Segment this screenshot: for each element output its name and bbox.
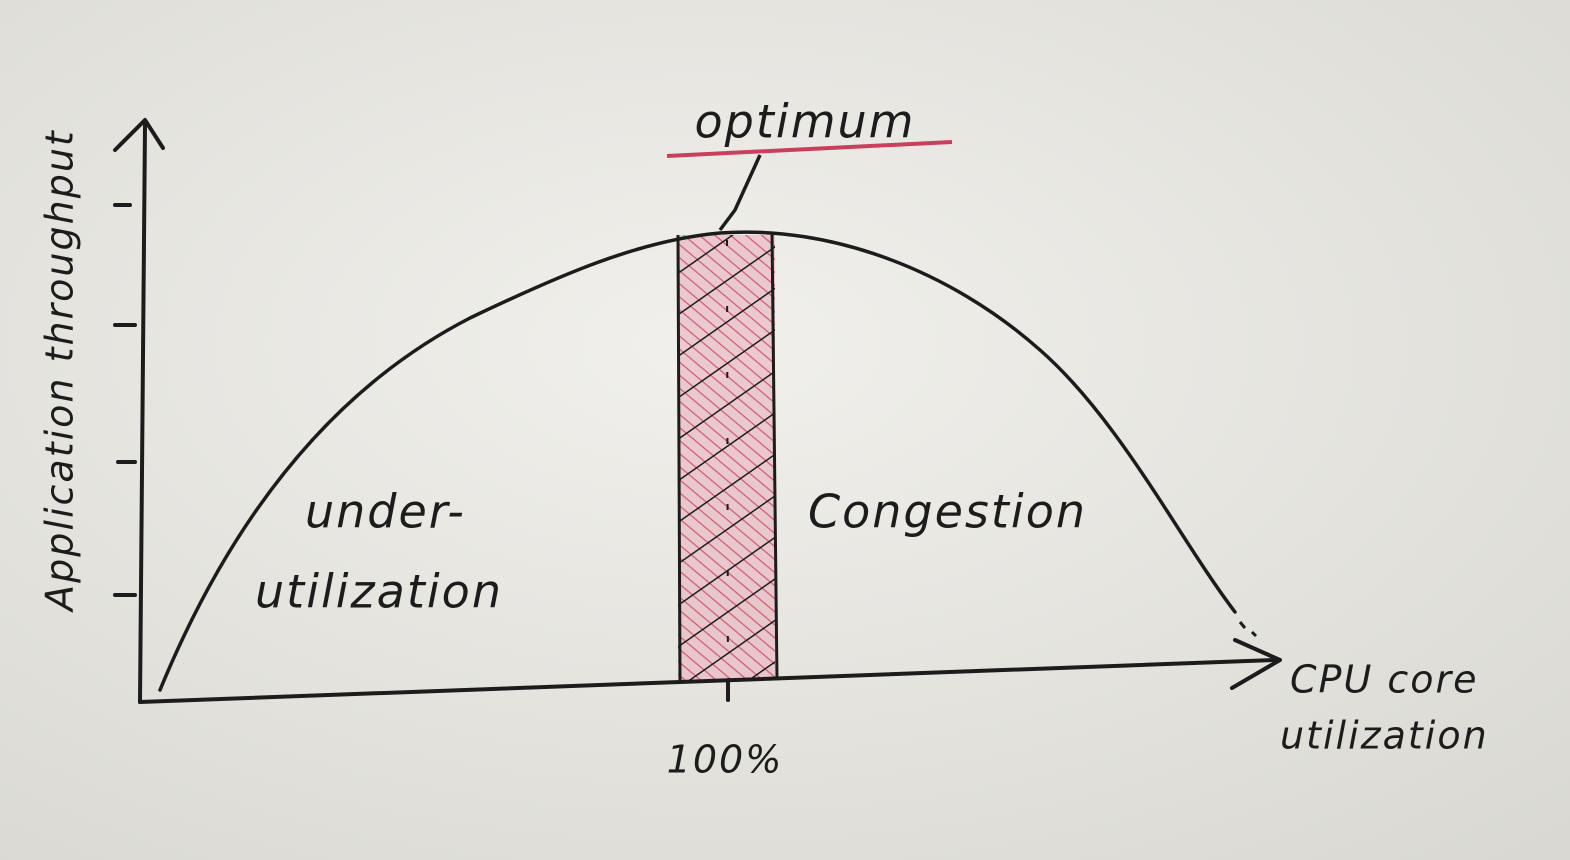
x-axis [138, 658, 1277, 704]
y-axis-label: Application throughput [38, 129, 82, 614]
region-label: under- [305, 485, 466, 539]
optimum-underline [666, 140, 953, 158]
optimum-leader [718, 154, 762, 232]
curve-dots [1238, 621, 1258, 638]
throughput-curve [158, 230, 1237, 692]
y-arrow [113, 118, 165, 152]
y-ticks [113, 203, 137, 597]
y-axis [138, 123, 147, 704]
x-marker-label: 100% [667, 738, 784, 782]
optimum-label: optimum [695, 95, 916, 149]
x-arrow [1230, 638, 1282, 690]
optimum-band [676, 231, 779, 701]
region-label: utilization [255, 565, 503, 619]
x-axis-label: CPU core [1290, 658, 1478, 702]
region-label: Congestion [808, 485, 1087, 539]
x-axis-label: utilization [1280, 714, 1489, 758]
axes [113, 118, 1282, 704]
